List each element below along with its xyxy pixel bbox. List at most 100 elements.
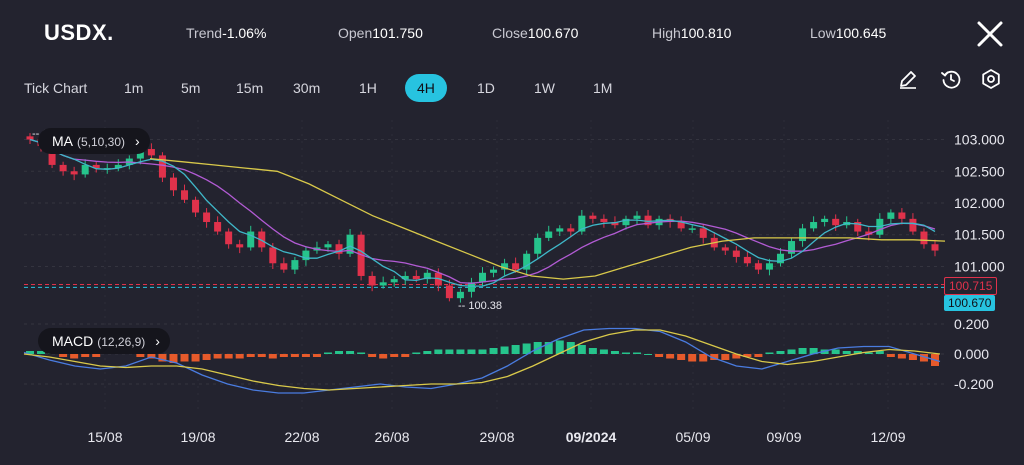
candle-body [743,256,751,264]
macd-histogram-bar [445,349,454,354]
ma30-line [149,157,946,280]
macd-histogram-bar [577,345,586,354]
timeframe-30m[interactable]: 30m [293,80,321,96]
price-tick-label: 103.000 [954,132,1005,148]
macd-histogram-bar [26,351,34,354]
candle-body [346,234,354,254]
candle-body [600,218,608,223]
macd-histogram-bar [312,354,321,357]
candle-body [401,275,409,280]
candle-body [699,228,707,238]
candle-body [677,222,685,229]
macd-histogram-bar [224,354,233,359]
price-tick-label: 102.500 [954,163,1005,179]
candle-body [622,218,630,226]
price-chart[interactable]: 103.000 102.500 102.000 101.500 101.000 -- 10… [0,110,1024,465]
pencil-icon[interactable] [897,68,919,90]
macd-histogram-bar [290,354,299,357]
candle-body [887,212,895,219]
candle-body [556,228,564,232]
high-stat: High100.810 [652,25,731,41]
candle-body [501,263,509,270]
macd-histogram-bar [644,354,653,355]
macd-histogram-bar [908,354,917,360]
macd-histogram-bar [710,354,719,360]
macd-histogram-bar [456,349,465,354]
macd-tick-label: -0.200 [954,376,994,392]
candle-body [721,247,729,251]
macd-histogram-bar [147,354,156,359]
macd-histogram-bar [478,349,487,354]
low-stat: Low100.645 [810,25,886,41]
gear-icon[interactable] [980,68,1002,90]
macd-histogram-bar [335,351,344,354]
macd-indicator-pill[interactable]: MACD (12,26,9) › [38,328,170,354]
candle-body [589,215,597,219]
chevron-right-icon: › [135,133,140,149]
candle-body [534,237,542,254]
macd-histogram-bar [864,352,873,354]
timeframe-4h[interactable]: 4H [405,74,447,102]
candle-body [578,215,586,232]
macd-histogram-bar [776,351,785,354]
macd-histogram-bar [379,354,388,359]
timeframe-5m[interactable]: 5m [181,80,201,96]
macd-histogram-bar [136,354,145,357]
macd-tick-label: 0.000 [954,346,989,362]
candle-body [147,149,155,156]
last-price-tag: 100.715 [944,277,998,295]
candle-body [788,241,796,254]
macd-histogram-bar [853,351,862,354]
price-tick-label: 101.500 [954,227,1005,243]
macd-histogram-bar [842,351,851,354]
candle-body [644,215,652,226]
candle-body [456,291,464,299]
macd-histogram-bar [599,349,608,354]
timeframe-1h[interactable]: 1H [359,80,377,96]
macd-histogram-bar [511,345,520,354]
candle-body [467,282,475,292]
candle-body [854,222,862,232]
ma-params: (5,10,30) [77,135,126,149]
macd-histogram-bar [412,352,421,354]
timeframe-15m[interactable]: 15m [236,80,264,96]
close-label: Close [492,25,528,41]
timeframe-1m[interactable]: 1M [593,80,613,96]
macd-histogram-bar [390,354,399,357]
candle-body [258,231,266,248]
macd-histogram-bar [677,354,686,360]
candle-body [445,285,453,299]
candle-body [203,212,211,223]
candle-body [214,222,222,232]
candle-body [799,228,807,242]
macd-histogram-bar [180,354,189,362]
timeframe-1w[interactable]: 1W [534,80,555,96]
close-icon[interactable] [974,18,1006,50]
time-tick-label: 19/08 [180,429,215,445]
macd-histogram-bar [919,354,928,362]
macd-histogram-bar [169,354,178,363]
macd-histogram-bar [500,346,509,354]
macd-histogram-bar [754,354,763,357]
candle-body [920,231,928,245]
ma-name: MA [52,133,73,149]
candle-body [324,244,332,248]
macd-histogram-bar [522,343,531,354]
timeframe-1m[interactable]: 1m [124,80,144,96]
macd-histogram-bar [301,354,310,357]
open-value: 101.750 [372,25,423,41]
ma-indicator-pill[interactable]: MA (5,10,30) › [38,128,150,154]
candle-body [523,253,531,270]
candle-body [898,212,906,219]
macd-histogram-bar [202,354,211,360]
timeframe-tick-chart[interactable]: Tick Chart [24,80,88,96]
macd-histogram-bar [831,349,840,354]
candle-body [247,231,255,248]
macd-histogram-bar [257,354,266,357]
candle-body [136,149,144,159]
timeframe-1d[interactable]: 1D [477,80,495,96]
macd-histogram-bar [191,354,200,362]
macd-histogram-bar [743,354,752,357]
macd-dea-line [23,329,941,391]
history-icon[interactable] [940,68,962,90]
